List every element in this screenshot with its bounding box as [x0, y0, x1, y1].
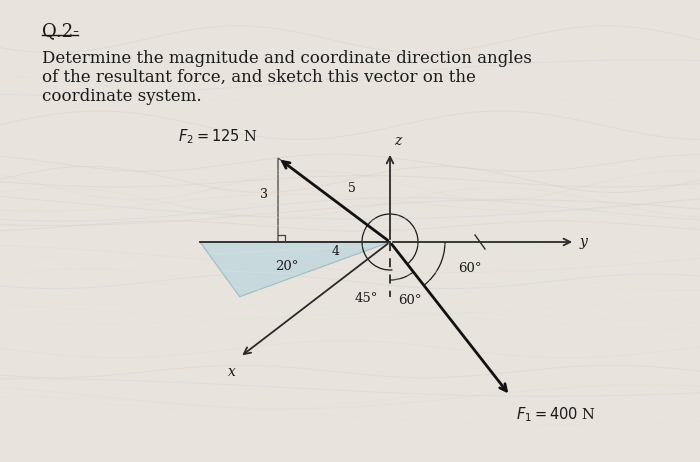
Text: Q.2-: Q.2-	[42, 22, 79, 40]
Text: 5: 5	[348, 182, 356, 195]
Text: z: z	[394, 134, 401, 148]
Polygon shape	[200, 242, 390, 297]
Text: x: x	[228, 365, 236, 379]
Text: $F_1 = 400$ N: $F_1 = 400$ N	[516, 406, 596, 425]
Text: 60°: 60°	[398, 294, 421, 307]
Text: of the resultant force, and sketch this vector on the: of the resultant force, and sketch this …	[42, 69, 476, 86]
Text: y: y	[580, 235, 588, 249]
Text: 20°: 20°	[275, 260, 298, 273]
Text: 60°: 60°	[458, 262, 482, 275]
Text: 45°: 45°	[355, 292, 379, 305]
Text: $F_2 = 125$ N: $F_2 = 125$ N	[178, 128, 258, 146]
Text: Determine the magnitude and coordinate direction angles: Determine the magnitude and coordinate d…	[42, 50, 532, 67]
Text: 4: 4	[332, 245, 340, 258]
Text: coordinate system.: coordinate system.	[42, 88, 202, 105]
Text: 3: 3	[260, 188, 268, 201]
